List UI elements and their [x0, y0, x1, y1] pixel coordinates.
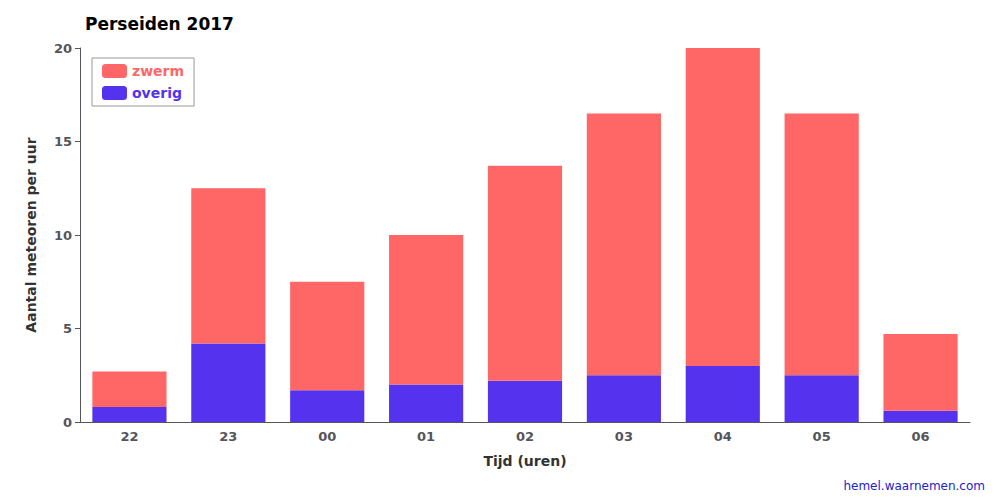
svg-text:04: 04 [714, 429, 732, 444]
svg-text:Perseiden 2017: Perseiden 2017 [85, 14, 234, 34]
svg-text:hemel.waarnemen.com: hemel.waarnemen.com [843, 479, 985, 493]
svg-text:23: 23 [219, 429, 237, 444]
svg-text:01: 01 [417, 429, 435, 444]
svg-text:overig: overig [132, 85, 182, 101]
svg-text:20: 20 [54, 41, 72, 56]
svg-text:0: 0 [63, 415, 72, 430]
svg-text:5: 5 [63, 321, 72, 336]
svg-text:03: 03 [615, 429, 633, 444]
svg-text:05: 05 [813, 429, 831, 444]
svg-text:zwerm: zwerm [132, 63, 184, 79]
svg-text:22: 22 [120, 429, 138, 444]
svg-text:Aantal meteoren per uur: Aantal meteoren per uur [23, 137, 39, 332]
svg-text:02: 02 [516, 429, 534, 444]
svg-text:00: 00 [318, 429, 336, 444]
svg-text:10: 10 [54, 228, 72, 243]
svg-text:Tijd (uren): Tijd (uren) [483, 453, 566, 469]
svg-text:15: 15 [54, 134, 72, 149]
svg-text:06: 06 [912, 429, 930, 444]
